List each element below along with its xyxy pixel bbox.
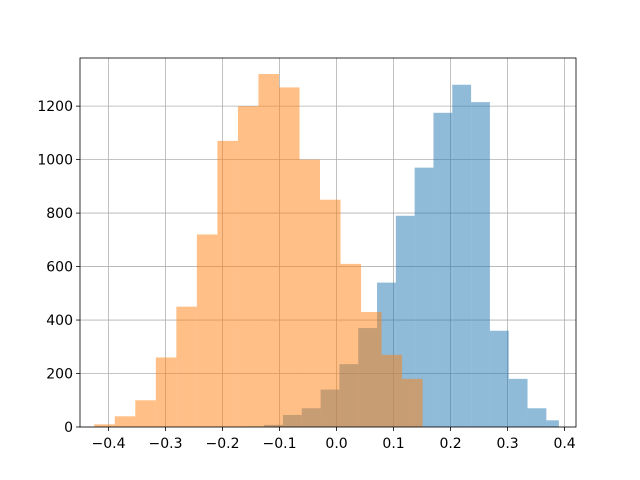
histogram-bar-series-2 bbox=[94, 424, 115, 427]
histogram-bar-series-2 bbox=[155, 357, 177, 427]
y-tick-label: 800 bbox=[46, 206, 73, 222]
x-tick-label: −0.4 bbox=[92, 436, 126, 452]
x-tick-label: −0.3 bbox=[149, 436, 183, 452]
x-tick-label: 0.0 bbox=[325, 436, 347, 452]
histogram-bar-series-2 bbox=[402, 378, 423, 427]
y-tick-label: 1000 bbox=[37, 153, 73, 169]
histogram-bar-series-1 bbox=[489, 330, 509, 427]
histogram-bar-series-1 bbox=[433, 112, 453, 427]
histogram-bar-series-2 bbox=[217, 140, 238, 428]
y-tick-label: 200 bbox=[46, 367, 73, 383]
histogram-bar-series-2 bbox=[196, 234, 218, 427]
histogram-bar-series-1 bbox=[414, 167, 434, 427]
x-axis-label: iteration bbox=[0, 0, 36, 5]
x-tick-label: −0.1 bbox=[263, 436, 297, 452]
histogram-bar-series-1 bbox=[508, 378, 528, 427]
axis-ticks: −0.4 −0.3 −0.2 −0.1 0.0 0.1 0.2 0.3 0.4 0 200 400 60… bbox=[37, 99, 575, 452]
histogram-bar-series-2 bbox=[258, 74, 279, 427]
histogram-bar-series-1 bbox=[452, 84, 472, 427]
histogram-bar-series-2 bbox=[361, 312, 382, 427]
y-tick-label: 400 bbox=[46, 313, 73, 329]
histogram-bar-series-1 bbox=[471, 102, 490, 427]
histogram-bar-series-2 bbox=[114, 416, 136, 427]
y-tick-label: 1200 bbox=[37, 99, 73, 115]
x-tick-label: 0.3 bbox=[496, 436, 518, 452]
histogram-bar-series-2 bbox=[237, 106, 259, 427]
histogram-bar-series-2 bbox=[340, 263, 362, 427]
histogram-bar-series-2 bbox=[135, 400, 156, 427]
histogram-bar-series-2 bbox=[320, 199, 341, 427]
histogram-bar-series-2 bbox=[176, 306, 197, 427]
plot-frame bbox=[79, 57, 577, 428]
histogram-bar-series-2 bbox=[278, 87, 300, 428]
x-tick-label: 0.1 bbox=[382, 436, 404, 452]
histogram-bar-series-2 bbox=[299, 159, 321, 427]
histogram-bar-series-2 bbox=[381, 354, 403, 427]
x-tick-label: 0.4 bbox=[553, 436, 575, 452]
x-tick-label: 0.2 bbox=[439, 436, 461, 452]
x-tick-label: −0.2 bbox=[206, 436, 240, 452]
histogram-bars bbox=[94, 74, 559, 428]
y-axis-label: KL bbox=[0, 0, 11, 5]
y-tick-label: 0 bbox=[64, 420, 73, 436]
y-tick-label: 600 bbox=[46, 260, 73, 276]
histogram-bar-series-1 bbox=[527, 408, 547, 427]
histogram-bar-series-1 bbox=[546, 420, 559, 427]
